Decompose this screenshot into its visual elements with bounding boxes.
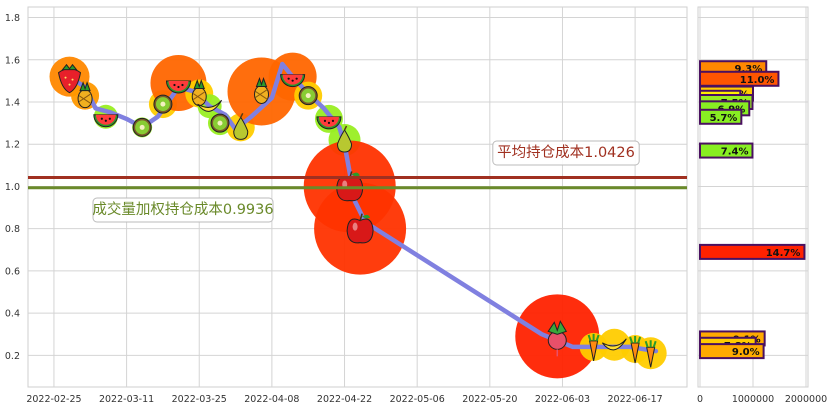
reference-label-box (492, 140, 640, 166)
volume-x-tick-label: 1000000 (732, 394, 774, 405)
y-tick-label: 1.6 (5, 55, 20, 66)
reference-line-label: 成交量加权持仓成本0.9936 (92, 200, 273, 218)
carrot-icon (644, 340, 657, 368)
x-tick-label: 2022-06-03 (535, 394, 590, 405)
pear-icon (233, 112, 249, 140)
x-tick-label: 2022-05-06 (390, 394, 445, 405)
y-tick-label: 0.6 (5, 266, 20, 277)
y-tick-label: 0.2 (5, 351, 20, 362)
volume-bar-label: 9.0% (732, 347, 760, 358)
volume-bar (699, 108, 743, 125)
x-tick-label: 2022-04-22 (317, 394, 372, 405)
apple-icon (346, 213, 374, 244)
volume-bar-label: 7.4% (721, 147, 749, 158)
x-axis-ticks: 2022-02-25 2022-03-11 2022-03-25 2022-04-08… (26, 394, 662, 405)
reference-line-layer (28, 175, 687, 190)
volume-bar (699, 343, 765, 360)
carrot-icon (629, 336, 642, 364)
banana-icon (197, 99, 223, 112)
x-tick-label: 2022-04-08 (244, 394, 299, 405)
strawberry-icon (57, 63, 82, 94)
y-tick-label: 0.8 (5, 224, 20, 235)
volume-x-tick-label: 0 (697, 394, 703, 405)
fruit-icon-layer (57, 63, 657, 368)
y-tick-label: 1.0 (5, 182, 20, 193)
volume-bar-label: 5.7% (710, 113, 738, 124)
volume-x-tick-label: 2000000 (785, 394, 827, 405)
x-tick-label: 2022-03-11 (99, 394, 154, 405)
volume-bar (699, 243, 806, 260)
x-tick-label: 2022-02-25 (26, 394, 81, 405)
radish-icon (547, 320, 568, 357)
kiwi-icon (298, 86, 318, 106)
banana-icon (601, 338, 627, 351)
volume-bar-label: 14.7% (766, 248, 801, 259)
x-tick-label: 2022-05-20 (462, 394, 517, 405)
watermelon-icon (280, 74, 306, 88)
watermelon-icon (165, 80, 191, 94)
y-tick-label: 0.4 (5, 309, 20, 320)
volume-bar-label: 9.3% (735, 64, 763, 75)
reference-label-layer: 平均持仓成本1.0426 成交量加权持仓成本0.9936 (92, 140, 640, 223)
kiwi-icon (132, 117, 152, 137)
reference-line-label: 平均持仓成本1.0426 (497, 144, 635, 161)
watermelon-icon (93, 114, 119, 128)
pear-icon (337, 125, 353, 153)
reference-label-box (92, 197, 274, 223)
watermelon-icon (316, 116, 342, 130)
volume-bar-label: 11.0% (740, 75, 775, 86)
x-tick-label: 2022-03-25 (172, 394, 227, 405)
kiwi-icon (210, 113, 230, 133)
pineapple-icon (77, 81, 93, 109)
volume-bar (699, 142, 754, 159)
carrot-icon (587, 333, 600, 361)
volume-bar-layer: 9.3%11.0%7.5%1.0%7.5%6.9%5.7%7.4%14.7%9.… (699, 60, 806, 360)
volume-x-axis-ticks: 0 1000000 2000000 (697, 394, 827, 405)
y-tick-label: 1.8 (5, 13, 20, 24)
pineapple-icon (254, 76, 270, 104)
kiwi-icon (153, 94, 173, 114)
y-tick-label: 1.2 (5, 140, 20, 151)
price-series-line (67, 61, 659, 354)
y-axis-ticks: 0.2 0.4 0.6 0.8 1.0 1.2 1.4 1.6 1.8 (5, 13, 20, 362)
x-tick-label: 2022-06-17 (608, 394, 663, 405)
price-line-layer (67, 61, 659, 354)
y-tick-label: 1.4 (5, 98, 20, 109)
pineapple-icon (191, 79, 207, 107)
